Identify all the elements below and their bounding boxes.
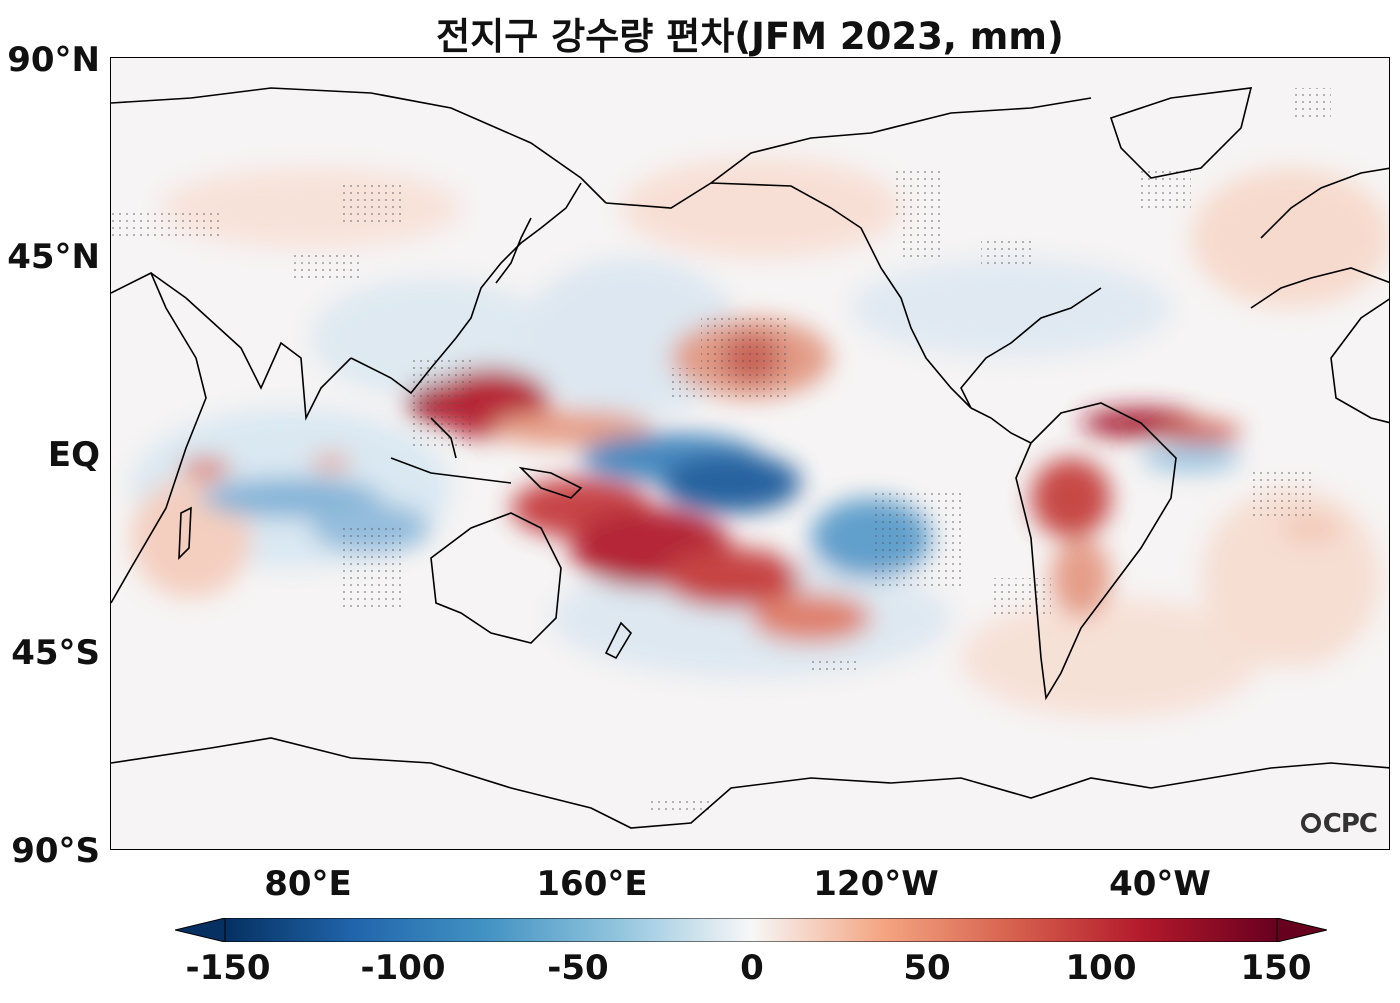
colorbar-extend-min	[175, 918, 226, 942]
precipitation-anomaly-map: CPC	[110, 57, 1390, 850]
lat-label-90n: 90°N	[7, 40, 100, 80]
lat-label-90s: 90°S	[11, 831, 100, 871]
colorbar-tick: 150	[1240, 948, 1312, 988]
colorbar	[175, 918, 1327, 942]
lon-label-80e: 80°E	[264, 864, 352, 904]
lon-label-120w: 120°W	[813, 864, 939, 904]
map-title: 전지구 강수량 편차(JFM 2023, mm)	[436, 15, 1064, 58]
colorbar-tick: 100	[1065, 948, 1137, 988]
colorbar-extend-max	[1276, 918, 1327, 942]
colorbar-tick: -50	[547, 948, 609, 988]
lon-label-160e: 160°E	[536, 864, 648, 904]
lat-label-eq: EQ	[47, 435, 100, 475]
significance-stippling	[111, 88, 1331, 813]
coastlines	[111, 87, 1389, 829]
cpc-logo-icon	[1300, 813, 1321, 833]
colorbar-gradient	[224, 918, 1278, 942]
cpc-watermark: CPC	[1300, 809, 1378, 839]
lat-label-45s: 45°S	[11, 633, 100, 673]
colorbar-tick: -150	[185, 948, 271, 988]
lon-label-40w: 40°W	[1109, 864, 1211, 904]
lat-label-45n: 45°N	[7, 237, 100, 277]
colorbar-tick: 0	[740, 948, 764, 988]
colorbar-tick: 50	[903, 948, 951, 988]
colorbar-tick: -100	[360, 948, 446, 988]
